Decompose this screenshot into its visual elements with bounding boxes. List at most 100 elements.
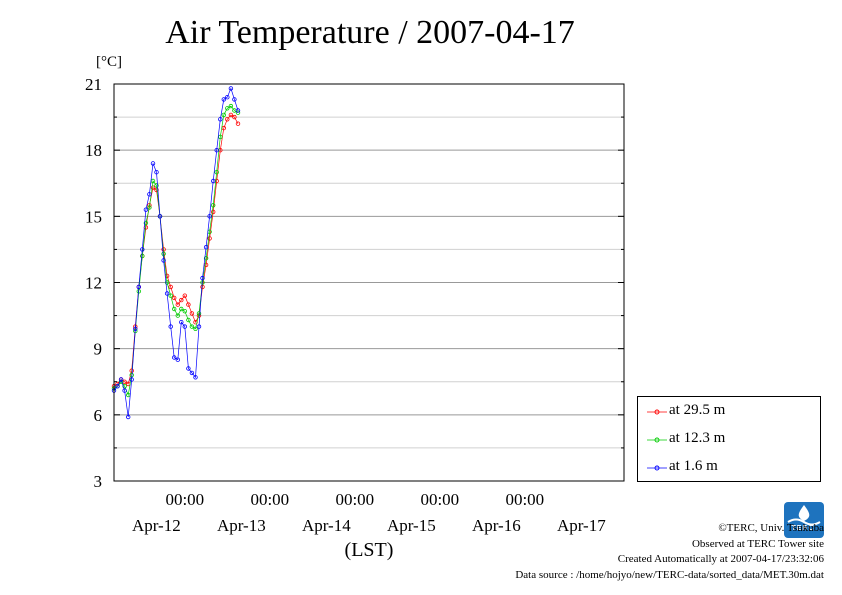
data-point [168,324,173,329]
x-date-label: Apr-13 [217,516,266,535]
y-axis-unit-label: [°C] [96,54,122,70]
data-point [186,317,191,323]
legend-marker-blue [647,465,667,471]
data-point [232,97,237,102]
created-text: Created Automatically at 2007-04-17/23:3… [617,553,824,565]
x-tick-time-label: 00:00 [335,490,374,509]
data-point [182,324,187,329]
footer-credits: ©TERC, Univ. Tsukuba Observed at TERC To… [515,521,824,583]
x-date-label: Apr-17 [557,516,606,535]
data-point [232,114,237,120]
data-point [228,103,234,109]
data-point [210,178,216,184]
data-point [196,324,202,329]
y-tick-label: 9 [94,340,103,359]
chart-title: Air Temperature / 2007-04-17 [165,14,575,51]
data-point [179,320,184,325]
data-point [122,384,127,389]
data-point [175,357,180,362]
series-line-0 [113,114,239,387]
data-point [125,414,131,420]
data-point [140,253,145,259]
data-point [203,244,209,250]
data-point [161,258,166,263]
data-point [235,121,241,126]
legend: at 29.5 m at 12.3 m at 1.6 m [637,396,821,482]
terc-logo-text: TERC [791,525,815,532]
data-point [193,326,198,331]
data-point [189,370,195,376]
data-point [210,203,216,208]
data-point [118,377,124,382]
data-point [171,295,177,301]
data-point [168,284,173,290]
data-source-text: Data source : /home/hojyo/new/TERC-data/… [515,568,824,581]
data-point [196,311,202,316]
data-point [175,302,180,307]
data-point [150,185,156,190]
data-point [168,293,173,298]
data-point [228,112,234,118]
data-point [203,256,209,261]
data-point [147,205,152,210]
data-point [207,214,212,219]
data-point [164,291,170,296]
legend-marker-green [647,437,667,443]
data-point [143,207,149,212]
series-line-2 [113,87,239,418]
x-axis-label: (LST) [345,539,394,561]
data-point [225,94,230,100]
y-tick-label: 12 [85,274,102,293]
data-point [207,236,212,241]
data-point [189,311,195,316]
data-point [122,388,127,393]
series-line-1 [113,105,239,397]
x-date-label: Apr-14 [302,516,351,535]
y-tick-label: 6 [94,406,103,425]
data-point [154,169,159,175]
data-point [140,247,145,252]
copyright-text: ©TERC, Univ. Tsukuba [718,522,824,534]
data-point [221,97,226,102]
data-point [214,147,219,153]
data-point [182,293,187,298]
data-point [136,284,141,290]
data-point [171,355,177,360]
y-tick-label: 18 [85,141,102,160]
data-point [175,313,180,318]
data-point [133,326,138,331]
data-point [218,117,223,122]
data-point [225,117,230,122]
x-tick-time-label: 00:00 [420,490,459,509]
x-date-label: Apr-12 [132,516,181,535]
y-tick-label: 3 [94,472,103,491]
data-point [225,106,230,111]
legend-marker-red [647,409,667,415]
y-tick-label: 15 [85,207,102,226]
data-point [182,309,187,314]
terc-logo-icon [784,502,824,538]
legend-label-12-3m: at 12.3 m [669,430,726,446]
data-point [235,110,241,115]
data-point [179,306,184,312]
data-point [235,108,241,113]
data-point [161,251,166,256]
data-point [164,280,170,285]
data-point [143,220,149,226]
data-point [221,112,226,118]
legend-label-29-5m: at 29.5 m [669,402,726,418]
data-point [200,275,205,281]
data-point [210,209,216,215]
data-point [154,183,159,188]
data-point [214,169,219,175]
legend-label-1-6m: at 1.6 m [669,458,718,474]
data-point [115,384,120,389]
x-tick-time-label: 00:00 [250,490,289,509]
x-date-label: Apr-15 [387,516,436,535]
data-point [193,375,198,380]
data-point [179,297,184,303]
x-tick-time-label: 00:00 [165,490,204,509]
data-point [171,306,177,312]
observed-text: Observed at TERC Tower site [691,537,824,550]
x-date-label: Apr-16 [472,516,521,535]
